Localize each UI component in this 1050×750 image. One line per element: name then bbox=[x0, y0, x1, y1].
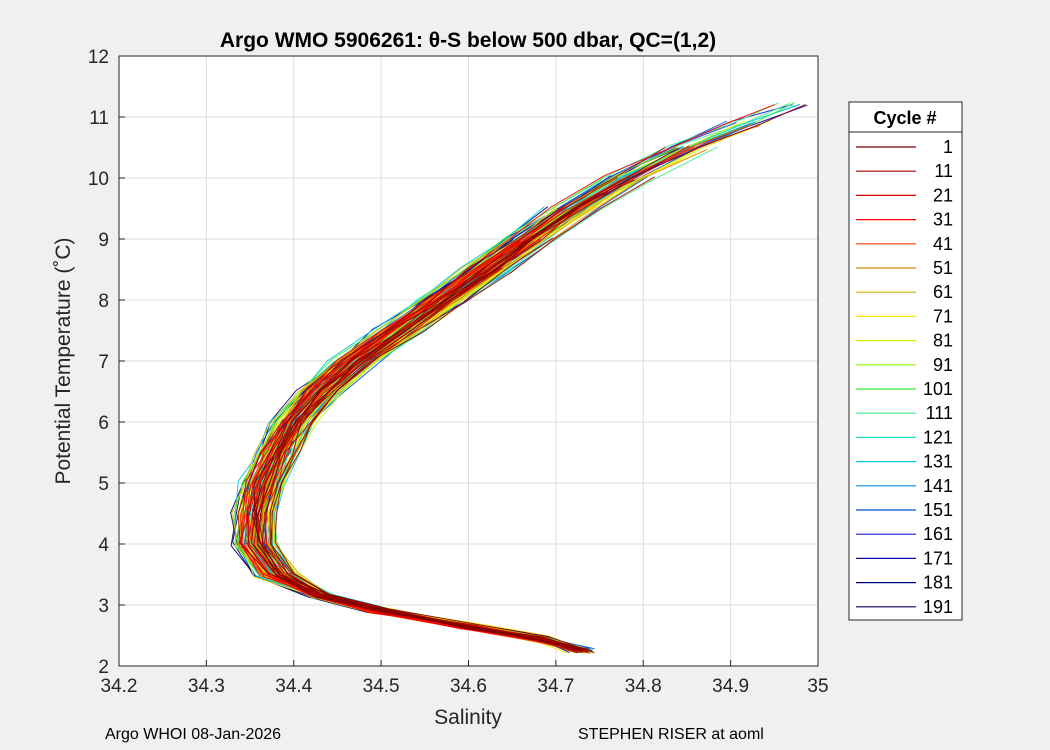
y-tick-label: 10 bbox=[88, 169, 109, 190]
profile-line bbox=[250, 147, 680, 651]
legend-label: 131 bbox=[923, 452, 953, 472]
y-tick-label: 8 bbox=[98, 291, 109, 312]
y-tick-label: 2 bbox=[98, 657, 109, 678]
legend-label: 51 bbox=[933, 258, 953, 278]
footer-left: Argo WHOI 08-Jan-2026 bbox=[105, 726, 282, 743]
y-tick-label: 4 bbox=[98, 535, 109, 556]
legend-label: 1 bbox=[943, 137, 953, 157]
y-axis-label: Potential Temperature (˚C) bbox=[52, 237, 75, 484]
legend-label: 71 bbox=[933, 306, 953, 326]
legend-label: 171 bbox=[923, 548, 953, 568]
profile-line bbox=[251, 179, 635, 651]
legend-label: 21 bbox=[933, 185, 953, 205]
x-tick-label: 34.8 bbox=[625, 676, 662, 697]
legend-label: 31 bbox=[933, 210, 953, 230]
profile-lines bbox=[230, 101, 808, 654]
y-tick-label: 3 bbox=[98, 596, 109, 617]
legend-label: 151 bbox=[923, 500, 953, 520]
y-tick-label: 6 bbox=[98, 413, 109, 434]
legend: Cycle # 11121314151617181911011111211311… bbox=[848, 101, 963, 621]
x-tick-label: 34.2 bbox=[101, 676, 138, 697]
legend-label: 61 bbox=[933, 282, 953, 302]
legend-label: 91 bbox=[933, 355, 953, 375]
legend-label: 191 bbox=[923, 597, 953, 617]
legend-entries: 1112131415161718191101111121131141151161… bbox=[856, 137, 953, 617]
y-tick-label: 5 bbox=[98, 474, 109, 495]
y-tick-label: 7 bbox=[98, 352, 109, 373]
legend-label: 181 bbox=[923, 573, 953, 593]
footer-right: STEPHEN RISER at aoml bbox=[578, 726, 764, 743]
axis-ticks: 34.2 34.3 34.4 34.5 34.6 34.7 34.8 34.9 35 2 3 4 5 6 7… bbox=[88, 47, 829, 697]
x-tick-label: 34.4 bbox=[275, 676, 312, 697]
chart-title: Argo WMO 5906261: θ-S below 500 dbar, QC… bbox=[220, 29, 716, 52]
legend-title: Cycle # bbox=[873, 108, 936, 128]
legend-label: 81 bbox=[933, 331, 953, 351]
legend-label: 41 bbox=[933, 234, 953, 254]
profile-line bbox=[246, 146, 666, 653]
legend-label: 161 bbox=[923, 524, 953, 544]
x-tick-label: 35 bbox=[807, 676, 828, 697]
x-axis-label: Salinity bbox=[434, 706, 502, 729]
x-tick-label: 34.6 bbox=[450, 676, 487, 697]
legend-label: 11 bbox=[934, 161, 953, 181]
y-tick-label: 9 bbox=[98, 230, 109, 251]
legend-label: 111 bbox=[926, 403, 953, 423]
x-tick-label: 34.7 bbox=[537, 676, 574, 697]
legend-label: 141 bbox=[923, 476, 953, 496]
x-tick-label: 34.9 bbox=[712, 676, 749, 697]
legend-label: 101 bbox=[923, 379, 953, 399]
x-tick-label: 34.3 bbox=[188, 676, 225, 697]
y-tick-label: 12 bbox=[88, 47, 109, 68]
y-tick-label: 11 bbox=[89, 108, 109, 129]
profile-line bbox=[271, 237, 595, 654]
legend-label: 121 bbox=[923, 427, 953, 447]
x-tick-label: 34.5 bbox=[363, 676, 400, 697]
